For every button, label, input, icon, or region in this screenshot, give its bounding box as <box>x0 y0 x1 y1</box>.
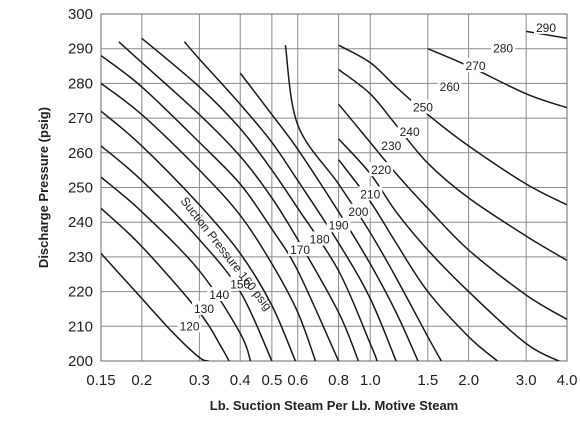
series-curve-180 <box>101 55 340 361</box>
series-label-200: 200 <box>348 205 368 219</box>
series-label-bg-280 <box>491 40 516 55</box>
series-curve-170 <box>101 82 317 361</box>
y-tick-label: 210 <box>68 318 93 335</box>
x-tick-label: 0.2 <box>131 372 152 389</box>
series-label-270: 270 <box>466 59 486 73</box>
y-tick-label: 240 <box>68 214 93 231</box>
series-label-240: 240 <box>400 125 420 139</box>
series-curve-160 <box>101 110 297 361</box>
series-label-120: 120 <box>180 319 200 333</box>
series-label-230: 230 <box>381 139 401 153</box>
series-curve-190 <box>118 41 360 361</box>
series-label-130: 130 <box>194 302 214 316</box>
x-tick-label: 2.0 <box>458 372 479 389</box>
series-label-bg-200 <box>346 203 371 218</box>
y-tick-label: 260 <box>68 145 93 162</box>
plot-frame <box>100 13 568 362</box>
series-label-280: 280 <box>493 42 513 56</box>
series-label-bg-270 <box>463 58 488 73</box>
series-label-260: 260 <box>440 80 460 94</box>
series-label-bg-240 <box>397 123 422 138</box>
series-label-140: 140 <box>209 288 229 302</box>
ticks: 0.15 0.2 0.3 0.4 0.5 0.6 0.8 1.0 1.5 2.0 3.0 4.0 200… <box>68 6 577 389</box>
x-tick-label: 4.0 <box>557 372 578 389</box>
series-curve-230 <box>284 45 442 361</box>
series-curve-300 <box>526 30 567 40</box>
series-curve-140 <box>101 176 252 361</box>
y-tick-label: 250 <box>68 180 93 197</box>
series-label-bg-180 <box>307 231 332 246</box>
x-tick-label: 0.8 <box>328 372 349 389</box>
series-curve-120 <box>101 252 209 361</box>
series-label-bg-230 <box>379 137 404 152</box>
series-curve-280 <box>338 44 567 206</box>
series-label-bg-130 <box>192 300 217 315</box>
curves <box>101 30 567 361</box>
series-label-210: 210 <box>360 187 380 201</box>
x-axis-label: Lb. Suction Steam Per Lb. Motive Steam <box>210 398 459 413</box>
series-label-190: 190 <box>329 219 349 233</box>
y-tick-label: 230 <box>68 249 93 266</box>
x-tick-label: 1.0 <box>360 372 381 389</box>
series-label-180: 180 <box>310 233 330 247</box>
series-label-170: 170 <box>290 243 310 257</box>
series-label-bg-140 <box>207 287 232 302</box>
x-tick-label: 0.3 <box>189 372 210 389</box>
series-curve-270 <box>338 68 567 262</box>
x-tick-label: 3.0 <box>516 372 537 389</box>
y-tick-label: 270 <box>68 110 93 127</box>
series-label-bg-120 <box>177 318 202 333</box>
y-tick-label: 200 <box>68 353 93 370</box>
series-curve-210 <box>183 41 397 361</box>
x-tick-label: 0.4 <box>230 372 251 389</box>
series-curve-290 <box>427 48 567 109</box>
x-tick-label: 1.5 <box>417 372 438 389</box>
x-tick-label: 0.5 <box>261 372 282 389</box>
series-label-bg-290 <box>534 19 559 34</box>
y-tick-label: 280 <box>68 75 93 92</box>
grid <box>100 13 568 362</box>
series-label-bg-210 <box>358 186 383 201</box>
series-label-bg-260 <box>437 78 462 93</box>
x-tick-label: 0.15 <box>86 372 115 389</box>
series-curve-260 <box>338 103 567 321</box>
series-curve-200 <box>141 37 378 361</box>
series-label-bg-250 <box>410 99 435 114</box>
series-label-220: 220 <box>371 163 391 177</box>
series-curve-150 <box>101 145 273 361</box>
y-tick-label: 300 <box>68 6 93 23</box>
series-label-bg-220 <box>369 162 394 177</box>
y-tick-label: 220 <box>68 284 93 301</box>
series-label-150: 150 <box>230 278 250 292</box>
y-axis-label: Discharge Pressure (psig) <box>36 107 51 268</box>
x-tick-label: 0.6 <box>287 372 308 389</box>
series-label-290: 290 <box>536 21 556 35</box>
y-tick-label: 290 <box>68 41 93 58</box>
series-label-250: 250 <box>413 101 433 115</box>
series-label-bg-170 <box>288 241 313 256</box>
series-label-bg-150 <box>228 276 253 291</box>
series-curve-220 <box>239 72 419 361</box>
series-label-bg-190 <box>326 217 351 232</box>
